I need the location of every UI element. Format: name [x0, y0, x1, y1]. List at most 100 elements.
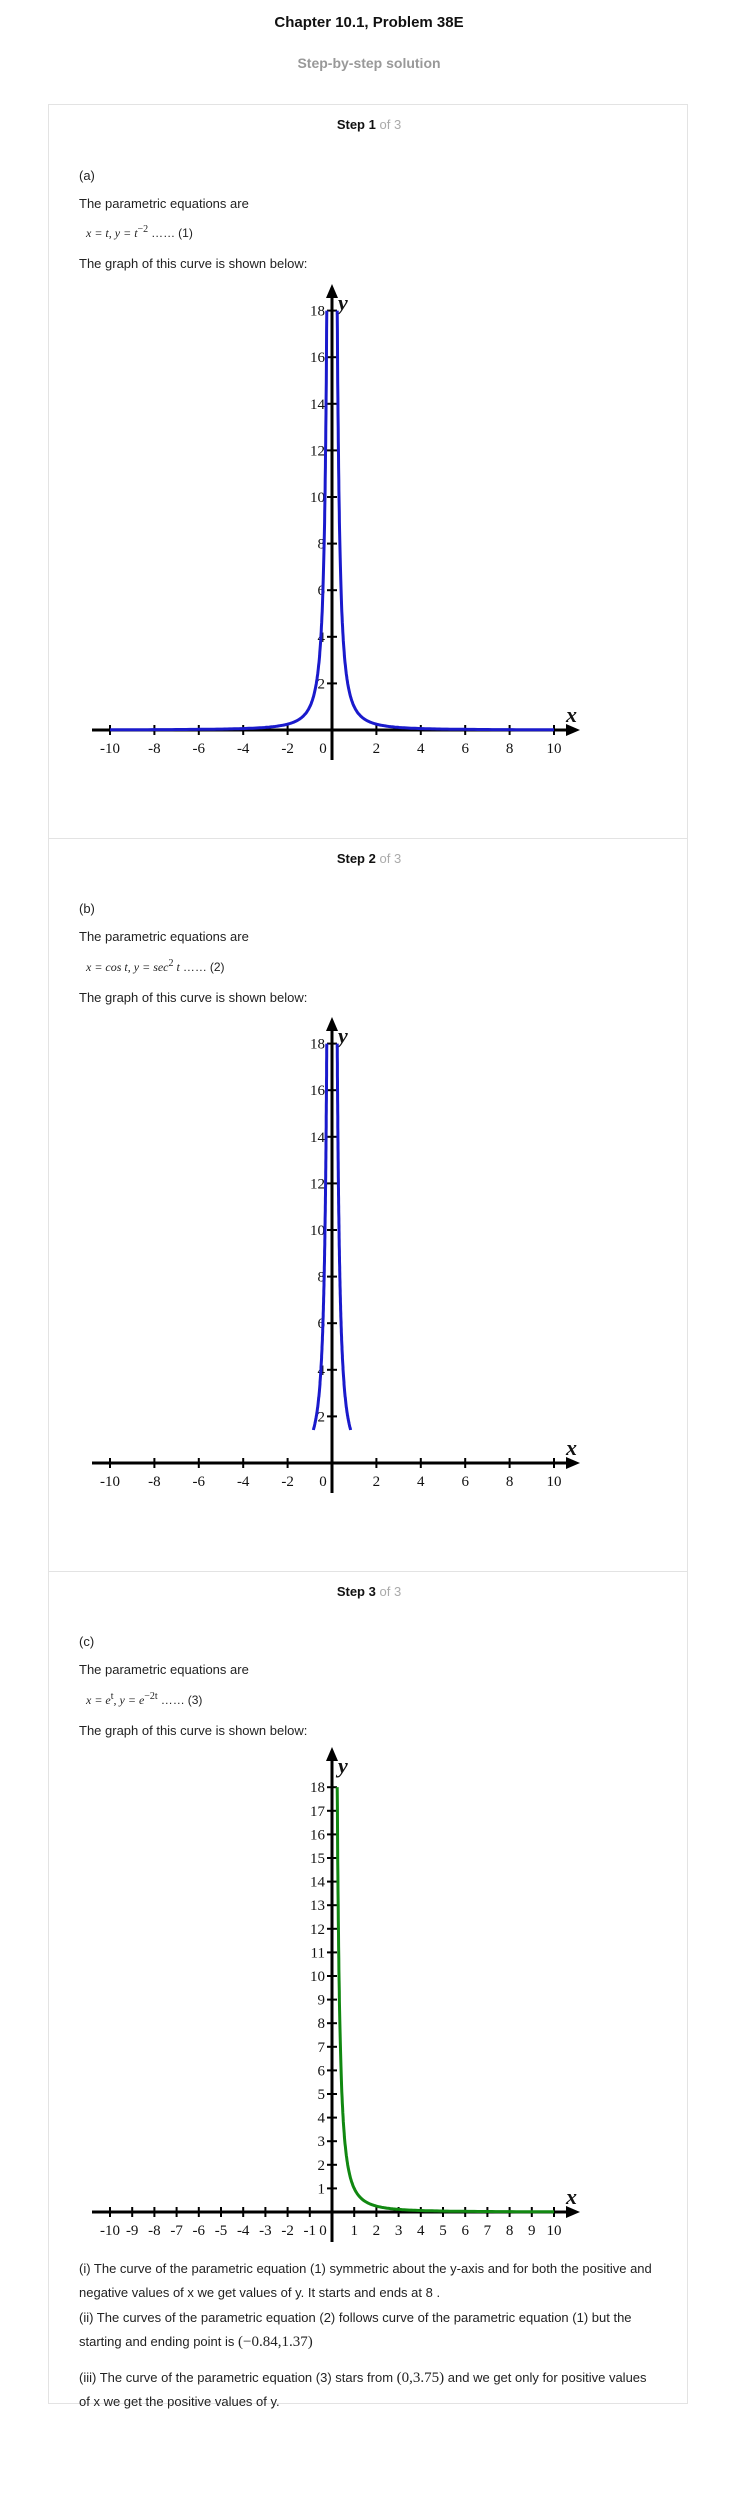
g1-y-tick-label: 16	[310, 1083, 326, 1099]
g2-x-tick-label: 9	[528, 2223, 536, 2239]
g0-y-tick-label: 14	[310, 397, 326, 413]
g0-y-axis-label: y	[335, 290, 348, 315]
step-3-number: 3	[368, 1584, 376, 1599]
g0-x-arrow	[566, 724, 580, 736]
solution-card	[48, 104, 688, 2404]
g1-y-tick-label: 10	[310, 1223, 325, 1239]
g0-x-tick-label: -8	[148, 741, 161, 757]
eq2-y-tail: t	[173, 960, 180, 974]
g2-y-tick-label: 6	[318, 2063, 326, 2079]
g2-x-tick-label: -2	[281, 2223, 294, 2239]
step-2-word: Step	[336, 851, 365, 866]
g1-curve-left	[311, 1043, 329, 1431]
g0-curve-right	[335, 310, 554, 732]
eq3-y: , y = e	[113, 1693, 145, 1707]
conclusion-ii-point: (−0.84,1.37)	[238, 2334, 313, 2350]
g1-x-tick-label: -10	[100, 1474, 120, 1490]
step-3-caption: The graph of this curve is shown below:	[79, 1723, 308, 1738]
step-3-part: (c)	[79, 1634, 95, 1649]
conclusion-iii: (iii) The curve of the parametric equati…	[79, 2366, 659, 2414]
step-1-equation: x = t, y = t−2 …… (1)	[86, 224, 193, 241]
g2-y-tick-label: 7	[318, 2040, 326, 2056]
step-2-intro: The parametric equations are	[79, 929, 249, 944]
g1-x-arrow	[566, 1457, 580, 1469]
g2-curve	[335, 1787, 554, 2214]
g1-x-tick-label: -6	[193, 1474, 206, 1490]
g1-x-tick-label: 2	[373, 1474, 381, 1490]
g2-x-tick-label: 3	[395, 2223, 403, 2239]
step-2-part: (b)	[79, 901, 95, 916]
g2-x-tick-label: 1	[350, 2223, 358, 2239]
g2-y-axis-label: y	[335, 1753, 348, 1778]
step-3-word: Step	[336, 1584, 365, 1599]
eq3-dots: ……	[160, 1693, 185, 1707]
eq2-x: x = cos t,	[86, 960, 131, 974]
g1-y-tick-label: 18	[310, 1037, 325, 1053]
g2-y-tick-label: 5	[318, 2087, 326, 2103]
g1-curve-right	[335, 1043, 353, 1431]
g2-y-tick-label: 1	[318, 2181, 326, 2197]
g2-x-tick-label: -10	[100, 2223, 120, 2239]
conclusion-ii: (ii) The curves of the parametric equati…	[79, 2306, 659, 2354]
g1-x-axis-label: x	[565, 1435, 577, 1460]
g1-y-axis-label: y	[335, 1023, 348, 1048]
g2-x-tick-label: 10	[547, 2223, 562, 2239]
step-divider-2	[48, 1571, 688, 1572]
step-3-title: Step 3 of 3	[0, 1584, 738, 1599]
g2-y-tick-label: 13	[310, 1898, 325, 1914]
step-2-title: Step 2 of 3	[0, 851, 738, 866]
g0-x-tick-label: 4	[417, 741, 425, 757]
eq1-ref: (1)	[178, 226, 193, 240]
eq3-ref: (3)	[187, 1693, 203, 1707]
g2-y-tick-label: 10	[310, 1969, 325, 1985]
g2-y-tick-label: 4	[318, 2111, 326, 2127]
g1-y-tick-label: 14	[310, 1130, 326, 1146]
g1-x-tick-label: 4	[417, 1474, 425, 1490]
g2-x-axis-label: x	[565, 2184, 577, 2209]
page-subtitle: Step-by-step solution	[297, 55, 441, 71]
g2-x-tick-label: -5	[215, 2223, 228, 2239]
step-1-intro: The parametric equations are	[79, 196, 249, 211]
g2-y-tick-label: 2	[318, 2158, 326, 2174]
g2-y-tick-label: 17	[310, 1804, 326, 1820]
conclusion-iii-a: (iii) The curve of the parametric equati…	[79, 2370, 394, 2385]
step-1-title: Step 1 of 3	[0, 117, 738, 132]
g0-x-tick-label: -4	[237, 741, 250, 757]
conclusion-i: (i) The curve of the parametric equation…	[79, 2261, 652, 2300]
step-3-equation: x = et, y = e−2t …… (3)	[86, 1691, 202, 1708]
eq2-y: y = sec	[133, 960, 169, 974]
g0-y-tick-label: 18	[310, 304, 325, 320]
g2-y-tick-label: 3	[318, 2134, 326, 2150]
g1-x-tick-label: 10	[547, 1474, 562, 1490]
g2-y-tick-label: 18	[310, 1780, 325, 1796]
g0-x-tick-label: 0	[319, 741, 327, 757]
g0-x-tick-label: 2	[373, 741, 381, 757]
eq1-x: x = t,	[86, 226, 112, 240]
step-2-of-total: of 3	[379, 851, 402, 866]
g2-x-tick-label: 2	[373, 2223, 381, 2239]
g2-y-arrow	[326, 1747, 338, 1761]
g0-x-tick-label: 6	[461, 741, 469, 757]
g2-y-tick-label: 14	[310, 1875, 326, 1891]
step-1-caption: The graph of this curve is shown below:	[79, 256, 308, 271]
step-2-equation: x = cos t, y = sec2 t …… (2)	[86, 958, 225, 975]
g1-y-tick-label: 12	[310, 1176, 325, 1192]
g0-x-tick-label: -10	[100, 741, 120, 757]
conclusion-iii-point: (0,3.75)	[396, 2370, 445, 2386]
eq1-y: y = t	[114, 226, 138, 240]
g0-y-arrow	[326, 284, 338, 298]
g0-y-tick-label: 8	[318, 537, 326, 553]
g2-y-tick-label: 12	[310, 1922, 325, 1938]
step-1-of-total: of 3	[379, 117, 402, 132]
step-3-intro: The parametric equations are	[79, 1662, 249, 1677]
eq3-x: x = e	[86, 1693, 111, 1707]
g2-x-tick-label: -4	[237, 2223, 250, 2239]
g1-x-tick-label: 8	[506, 1474, 514, 1490]
g0-y-tick-label: 16	[310, 350, 326, 366]
g2-x-tick-label: 6	[461, 2223, 469, 2239]
g1-y-arrow	[326, 1017, 338, 1031]
g2-x-tick-label: 0	[319, 2223, 327, 2239]
g2-x-tick-label: 8	[506, 2223, 514, 2239]
conclusion-ii-text: (ii) The curves of the parametric equati…	[79, 2310, 632, 2349]
